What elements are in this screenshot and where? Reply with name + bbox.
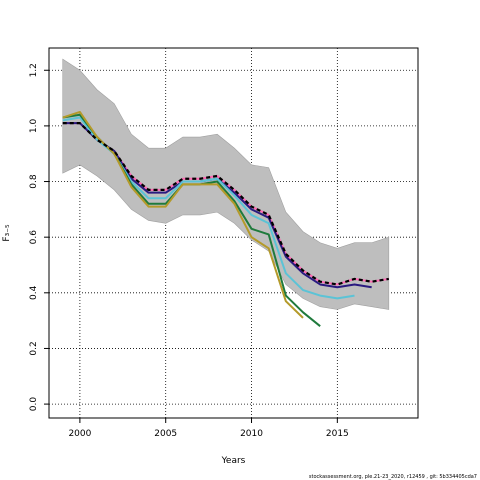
x-tick-label: 2005: [154, 429, 177, 439]
footer-credit: stockassessment.org, ple.21-23_2020, r12…: [309, 474, 477, 480]
y-tick-label: 1.2: [29, 63, 39, 77]
x-tick-label: 2010: [240, 429, 263, 439]
y-tick-label: 0.0: [29, 397, 39, 412]
y-axis: 0.0 0.2 0.4 0.6 0.8 1.0 1.2: [29, 63, 49, 411]
series-line-6: [62, 122, 389, 286]
y-tick-label: 0.8: [29, 174, 39, 189]
x-axis-title: Years: [221, 456, 246, 466]
series-line-5: [62, 110, 304, 319]
y-tick-label: 1.0: [29, 118, 39, 133]
y-tick-label: 0.4: [29, 285, 39, 300]
y-tick-label: 0.2: [29, 341, 39, 355]
series-group: [62, 110, 389, 327]
y-tick-label: 0.6: [29, 230, 39, 245]
x-tick-label: 2000: [68, 429, 91, 439]
x-tick-label: 2015: [326, 429, 349, 439]
y-axis-title: F₃₋₅: [2, 224, 12, 242]
x-axis: 2000 2005 2010 2015: [68, 418, 349, 439]
plot-frame: [48, 47, 419, 419]
